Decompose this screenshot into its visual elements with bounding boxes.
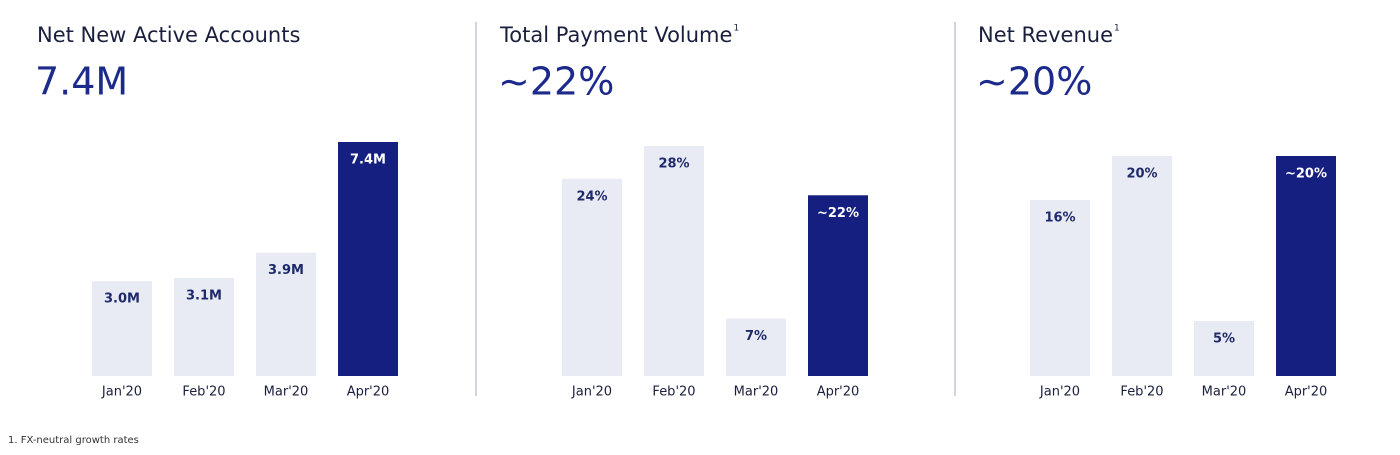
bar — [256, 252, 316, 376]
value-label: 20% — [1126, 167, 1157, 182]
headline: 7.4M — [35, 60, 128, 104]
bar — [562, 178, 622, 376]
value-label: 24% — [576, 189, 607, 204]
x-tick-label: Mar'20 — [1202, 385, 1247, 400]
bar — [644, 146, 704, 376]
title-note: 1 — [1114, 24, 1120, 34]
value-label: 7.4M — [350, 153, 386, 168]
bar — [1194, 321, 1254, 376]
chart-title: Total Payment Volume — [499, 23, 732, 47]
x-tick-label: Apr'20 — [347, 385, 390, 400]
bar — [726, 318, 786, 376]
x-tick-label: Feb'20 — [1120, 385, 1163, 400]
value-label: 3.0M — [104, 292, 140, 307]
value-label: 16% — [1044, 211, 1075, 226]
bar — [1030, 200, 1090, 376]
x-tick-label: Mar'20 — [264, 385, 309, 400]
chart-title: Net Revenue — [978, 23, 1113, 47]
value-label: ~20% — [1285, 167, 1327, 182]
footnote: 1. FX-neutral growth rates — [8, 435, 139, 446]
title-note: 1 — [733, 24, 739, 34]
bar — [174, 277, 234, 376]
headline: ~20% — [976, 60, 1092, 104]
chart-title: Net New Active Accounts — [37, 23, 300, 47]
bar — [1276, 156, 1336, 376]
x-tick-label: Jan'20 — [571, 385, 612, 400]
value-label: 5% — [1213, 332, 1235, 347]
x-tick-label: Apr'20 — [1285, 385, 1328, 400]
x-tick-label: Apr'20 — [817, 385, 860, 400]
value-label: 28% — [658, 157, 689, 172]
bar — [808, 195, 868, 376]
headline: ~22% — [498, 60, 614, 104]
bar — [338, 142, 398, 376]
x-tick-label: Mar'20 — [734, 385, 779, 400]
value-label: ~22% — [817, 206, 859, 221]
bar — [1112, 156, 1172, 376]
value-label: 3.1M — [186, 288, 222, 303]
x-tick-label: Feb'20 — [182, 385, 225, 400]
bar — [92, 281, 152, 376]
x-tick-label: Jan'20 — [1039, 385, 1080, 400]
x-tick-label: Jan'20 — [101, 385, 142, 400]
value-label: 3.9M — [268, 263, 304, 278]
value-label: 7% — [745, 329, 767, 344]
x-tick-label: Feb'20 — [652, 385, 695, 400]
